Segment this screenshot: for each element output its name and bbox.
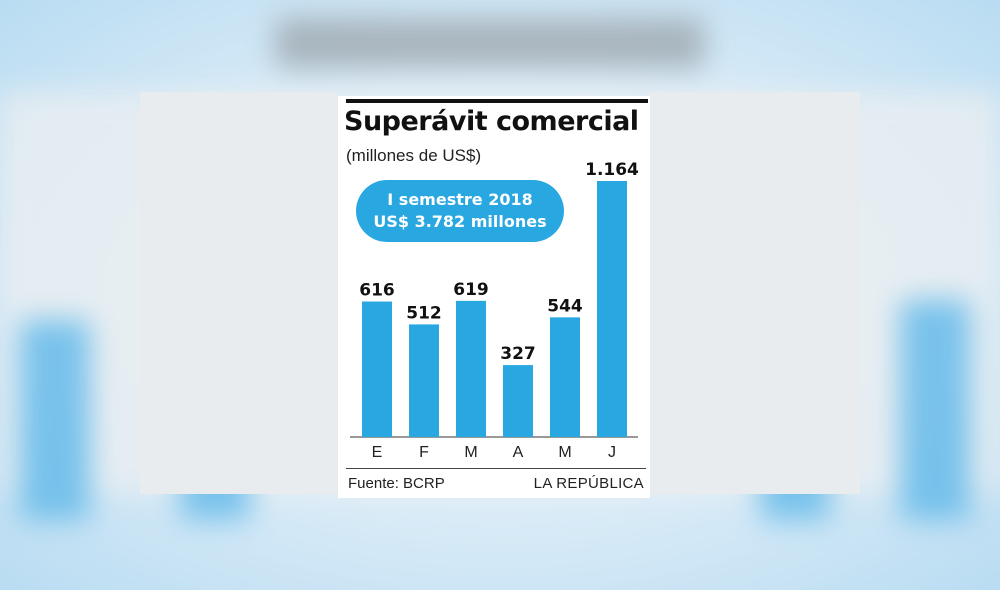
value-label-3: 619 <box>453 280 489 300</box>
side-panel-left <box>140 92 338 494</box>
top-rule <box>346 99 648 103</box>
publisher-label: LA REPÚBLICA <box>533 475 644 492</box>
category-label-1: E <box>372 444 383 461</box>
value-label-2: 512 <box>406 303 442 323</box>
category-label-4: A <box>513 444 524 461</box>
bar-chart: 616 E 512 F 619 M 327 A 544 M 1.164 J <box>350 160 639 461</box>
value-label-5: 544 <box>547 296 583 316</box>
category-label-3: M <box>464 444 477 461</box>
bar-2 <box>409 324 439 437</box>
bar-3 <box>456 300 486 437</box>
category-label-2: F <box>419 444 429 461</box>
bottom-rule <box>346 468 646 469</box>
chart-title: Superávit comercial <box>344 106 639 137</box>
bar-6 <box>597 181 627 437</box>
category-label-5: M <box>558 444 571 461</box>
chart-card: Superávit comercial (millones de US$) 61… <box>338 96 650 498</box>
chart-subtitle: (millones de US$) <box>346 146 482 165</box>
value-label-6: 1.164 <box>585 160 639 180</box>
value-label-4: 327 <box>500 344 536 364</box>
value-label-1: 616 <box>359 281 395 301</box>
bar-5 <box>550 317 580 437</box>
category-label-6: J <box>608 444 616 461</box>
source-label: Fuente: BCRP <box>348 475 445 492</box>
badge-line-1: I semestre 2018 <box>387 190 533 209</box>
badge-line-2: US$ 3.782 millones <box>373 212 547 231</box>
bar-4 <box>503 365 533 437</box>
side-panel-right <box>650 92 860 494</box>
bar-1 <box>362 301 392 437</box>
semester-total-badge: I semestre 2018 US$ 3.782 millones <box>356 180 564 242</box>
